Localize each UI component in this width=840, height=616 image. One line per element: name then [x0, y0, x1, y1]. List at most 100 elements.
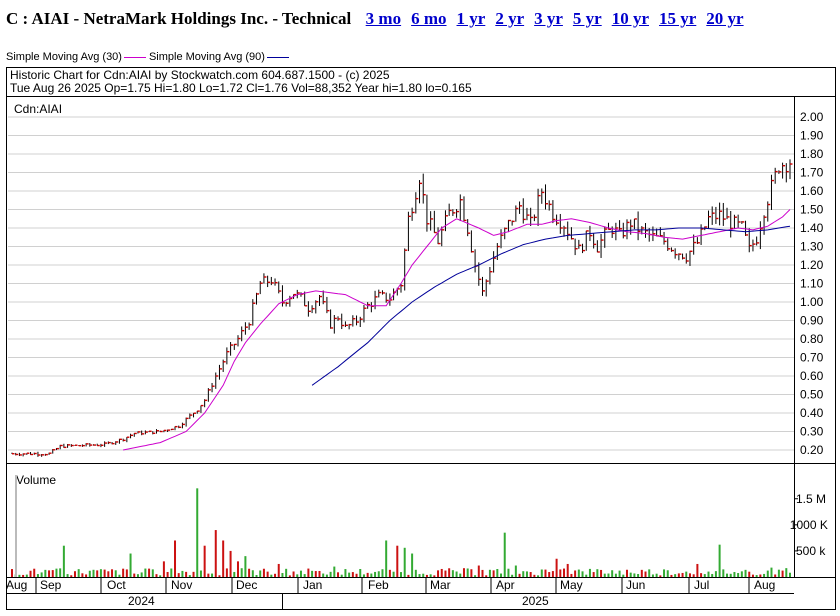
volume-bar [122, 568, 125, 577]
volume-bar [707, 571, 710, 577]
range-link-20yr[interactable]: 20 yr [706, 9, 744, 28]
volume-bar [418, 574, 421, 577]
year-label: 2025 [522, 594, 549, 608]
volume-bar [225, 568, 228, 577]
volume-bar [229, 550, 232, 577]
volume-bar [611, 570, 614, 577]
volume-bar [600, 569, 603, 577]
volume-bar [188, 575, 191, 577]
volume-bar [522, 571, 525, 577]
info-line-2: Tue Aug 26 2025 Op=1.75 Hi=1.80 Lo=1.72 … [10, 81, 472, 95]
volume-bar [99, 569, 102, 577]
volume-bar [596, 569, 599, 577]
price-tick-label: 0.90 [800, 314, 824, 328]
range-link-6mo[interactable]: 6 mo [411, 9, 447, 28]
volume-bar [388, 569, 391, 577]
volume-bar [485, 575, 488, 577]
volume-bar [199, 570, 202, 577]
volume-bar [236, 561, 239, 577]
volume-bar [133, 573, 136, 577]
month-label: Oct [107, 578, 126, 592]
volume-bar [785, 568, 788, 577]
volume-bar [185, 571, 188, 577]
volume-bar [181, 570, 184, 577]
volume-bar [533, 574, 536, 577]
price-chart: Historic Chart for Cdn:AIAI by Stockwatc… [6, 67, 836, 610]
range-link-2yr[interactable]: 2 yr [495, 9, 525, 28]
month-label: Nov [171, 578, 192, 592]
volume-bar [218, 575, 221, 577]
volume-tick-label: 1.5 M [796, 492, 826, 506]
volume-bar [118, 574, 121, 577]
volume-tick-label: 500 k [796, 544, 826, 558]
volume-bar [62, 545, 65, 577]
volume-bar [703, 574, 706, 577]
price-tick-label: 1.60 [800, 184, 824, 198]
volume-bar [370, 573, 373, 577]
price-tick-label: 0.30 [800, 425, 824, 439]
volume-bar [303, 574, 306, 577]
price-tick-label: 1.90 [800, 129, 824, 143]
volume-bar [340, 574, 343, 577]
volume-bar [107, 571, 110, 577]
volume-bar [81, 573, 84, 577]
volume-bar [111, 569, 114, 577]
volume-bar [555, 558, 558, 577]
volume-bar [366, 572, 369, 577]
range-link-3mo[interactable]: 3 mo [365, 9, 402, 28]
volume-bar [211, 573, 214, 577]
volume-bar [151, 569, 154, 577]
month-label: Jan [303, 578, 322, 592]
volume-bar [29, 570, 32, 577]
volume-bar [174, 540, 177, 577]
chart-container: Historic Chart for Cdn:AIAI by Stockwatc… [6, 67, 836, 616]
volume-bar [711, 573, 714, 577]
volume-bar [663, 569, 666, 577]
volume-label: Volume [16, 473, 56, 487]
volume-bar [351, 572, 354, 577]
sma30-line [123, 209, 791, 451]
volume-bar [737, 573, 740, 577]
volume-bar [170, 568, 173, 577]
volume-bar [266, 571, 269, 577]
volume-bar [659, 575, 662, 577]
volume-bar [285, 568, 288, 577]
volume-bar [766, 570, 769, 577]
volume-bar [462, 568, 465, 577]
price-tick-label: 1.50 [800, 203, 824, 217]
volume-bar [718, 544, 721, 577]
volume-bar [59, 568, 62, 577]
volume-bar [299, 570, 302, 577]
volume-bar [377, 571, 380, 577]
volume-bar [755, 575, 758, 577]
volume-bar [455, 571, 458, 577]
volume-bar [592, 572, 595, 577]
volume-bar [537, 575, 540, 577]
month-label: Jul [694, 578, 709, 592]
volume-bar [629, 572, 632, 577]
range-link-5yr[interactable]: 5 yr [572, 9, 602, 28]
volume-bar [396, 545, 399, 577]
range-link-3yr[interactable]: 3 yr [534, 9, 563, 28]
volume-bar [103, 569, 106, 577]
volume-bar [148, 568, 151, 577]
range-link-10yr[interactable]: 10 yr [611, 9, 649, 28]
volume-bar [581, 571, 584, 577]
volume-bar [144, 568, 147, 577]
range-link-1yr[interactable]: 1 yr [456, 9, 486, 28]
volume-bar [48, 570, 51, 577]
volume-bar [681, 572, 684, 577]
volume-bar [222, 540, 225, 577]
volume-bar [548, 572, 551, 577]
price-tick-label: 1.70 [800, 166, 824, 180]
price-tick-label: 0.60 [800, 369, 824, 383]
volume-bar [248, 568, 251, 577]
range-link-15yr[interactable]: 15 yr [659, 9, 697, 28]
volume-bar [644, 571, 647, 577]
volume-bar [414, 569, 417, 577]
price-tick-label: 1.40 [800, 221, 824, 235]
volume-bar [40, 572, 43, 577]
volume-bar [77, 569, 80, 577]
volume-bar [514, 565, 517, 577]
volume-bar [422, 573, 425, 577]
